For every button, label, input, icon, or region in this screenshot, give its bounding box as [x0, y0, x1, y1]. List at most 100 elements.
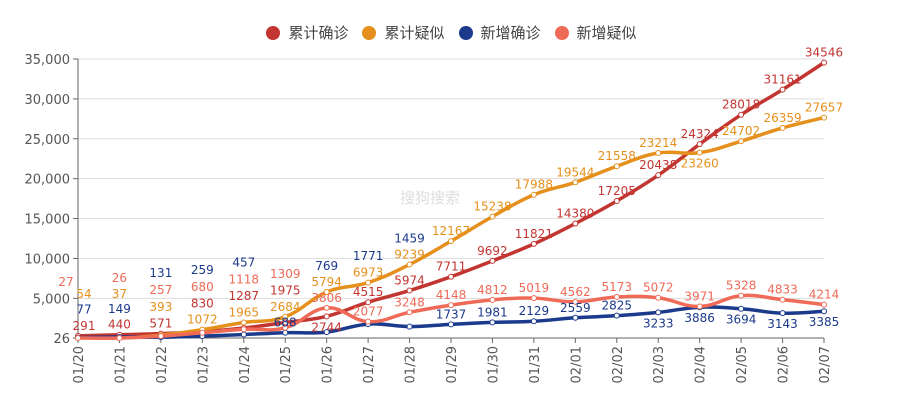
- data-label: 2077: [353, 305, 384, 319]
- data-label: 3233: [643, 316, 674, 330]
- data-point[interactable]: [655, 172, 662, 179]
- data-label: 4515: [353, 285, 384, 299]
- data-label: 20438: [639, 158, 677, 172]
- data-point[interactable]: [696, 303, 703, 310]
- data-point[interactable]: [240, 331, 247, 338]
- data-label: 3385: [809, 315, 840, 329]
- data-point[interactable]: [199, 329, 206, 336]
- data-point[interactable]: [406, 261, 413, 268]
- data-point[interactable]: [530, 191, 537, 198]
- data-point[interactable]: [406, 309, 413, 316]
- data-point[interactable]: [489, 319, 496, 326]
- data-point[interactable]: [779, 296, 786, 303]
- data-label: 5173: [602, 280, 633, 294]
- data-label: 769: [315, 259, 338, 273]
- data-point[interactable]: [448, 321, 454, 328]
- data-point[interactable]: [75, 334, 81, 341]
- data-point[interactable]: [572, 220, 579, 227]
- data-point[interactable]: [406, 323, 413, 330]
- data-point[interactable]: [821, 308, 827, 315]
- data-point[interactable]: [613, 293, 620, 300]
- x-tick-label: 01/23: [196, 346, 211, 383]
- data-label: 34546: [805, 46, 843, 60]
- data-point[interactable]: [779, 86, 786, 93]
- data-label: 5072: [643, 281, 674, 295]
- data-point[interactable]: [282, 324, 289, 331]
- data-point[interactable]: [365, 279, 372, 286]
- data-label: 2559: [560, 301, 591, 315]
- data-label: 77: [76, 303, 91, 317]
- data-point[interactable]: [365, 318, 372, 325]
- data-point[interactable]: [406, 287, 413, 294]
- data-label: 26: [112, 271, 127, 285]
- data-point[interactable]: [738, 292, 745, 299]
- data-point[interactable]: [448, 273, 454, 280]
- data-point[interactable]: [613, 163, 620, 170]
- data-point[interactable]: [323, 329, 330, 336]
- data-point[interactable]: [696, 149, 703, 156]
- data-point[interactable]: [157, 333, 164, 340]
- data-point[interactable]: [489, 296, 496, 303]
- data-label: 17205: [598, 184, 636, 198]
- data-label: 17988: [515, 178, 553, 192]
- data-point[interactable]: [655, 309, 662, 316]
- legend-label: 新增疑似: [576, 24, 637, 42]
- data-label: 23214: [639, 136, 677, 150]
- data-point[interactable]: [365, 299, 372, 306]
- data-label: 1975: [270, 283, 301, 297]
- data-label: 149: [108, 302, 131, 316]
- y-tick-label: 30,000: [25, 93, 71, 108]
- data-point[interactable]: [323, 304, 330, 311]
- data-point[interactable]: [779, 310, 786, 317]
- data-point[interactable]: [572, 298, 579, 305]
- legend-item[interactable]: 累计疑似: [362, 22, 445, 43]
- data-point[interactable]: [282, 313, 289, 320]
- data-point[interactable]: [116, 335, 123, 341]
- x-tick-label: 02/02: [611, 346, 626, 383]
- data-label: 131: [149, 266, 172, 280]
- x-tick-label: 02/01: [569, 346, 584, 383]
- data-point[interactable]: [696, 141, 703, 148]
- data-point[interactable]: [821, 114, 827, 121]
- data-point[interactable]: [448, 238, 454, 245]
- data-point[interactable]: [530, 295, 537, 302]
- legend: 累计确诊 累计疑似 新增确诊 新增疑似: [0, 22, 903, 43]
- x-tick-label: 01/22: [155, 346, 170, 383]
- data-point[interactable]: [240, 326, 247, 333]
- legend-item[interactable]: 新增确诊: [458, 22, 541, 43]
- data-point[interactable]: [821, 301, 827, 308]
- data-label: 2684: [270, 300, 301, 314]
- data-point[interactable]: [613, 197, 620, 204]
- data-label: 9692: [477, 244, 508, 258]
- data-point[interactable]: [738, 138, 745, 145]
- data-point[interactable]: [655, 294, 662, 301]
- data-point[interactable]: [530, 240, 537, 247]
- data-point[interactable]: [572, 314, 579, 321]
- data-point[interactable]: [489, 213, 496, 220]
- data-point[interactable]: [655, 150, 662, 157]
- data-point[interactable]: [821, 59, 827, 66]
- data-point[interactable]: [572, 179, 579, 186]
- data-point[interactable]: [240, 319, 247, 326]
- data-point[interactable]: [738, 111, 745, 118]
- data-point[interactable]: [448, 302, 454, 309]
- data-label: 3806: [311, 291, 342, 305]
- data-point[interactable]: [530, 318, 537, 325]
- data-label: 37: [112, 287, 127, 301]
- data-point[interactable]: [282, 329, 289, 336]
- data-label: 5328: [726, 279, 757, 293]
- y-tick-label: 25,000: [25, 133, 71, 148]
- x-tick-label: 02/07: [818, 346, 833, 383]
- legend-item[interactable]: 累计确诊: [266, 22, 348, 43]
- data-point[interactable]: [323, 313, 330, 320]
- data-point[interactable]: [489, 257, 496, 264]
- data-point[interactable]: [613, 312, 620, 319]
- legend-item[interactable]: 新增疑似: [554, 22, 637, 43]
- data-label: 1309: [270, 267, 301, 281]
- data-point[interactable]: [738, 305, 745, 312]
- y-tick-label: 35,000: [25, 53, 71, 68]
- data-point[interactable]: [323, 288, 330, 295]
- y-tick-label: 10,000: [25, 252, 71, 267]
- data-label: 19544: [556, 165, 594, 179]
- data-point[interactable]: [779, 124, 786, 131]
